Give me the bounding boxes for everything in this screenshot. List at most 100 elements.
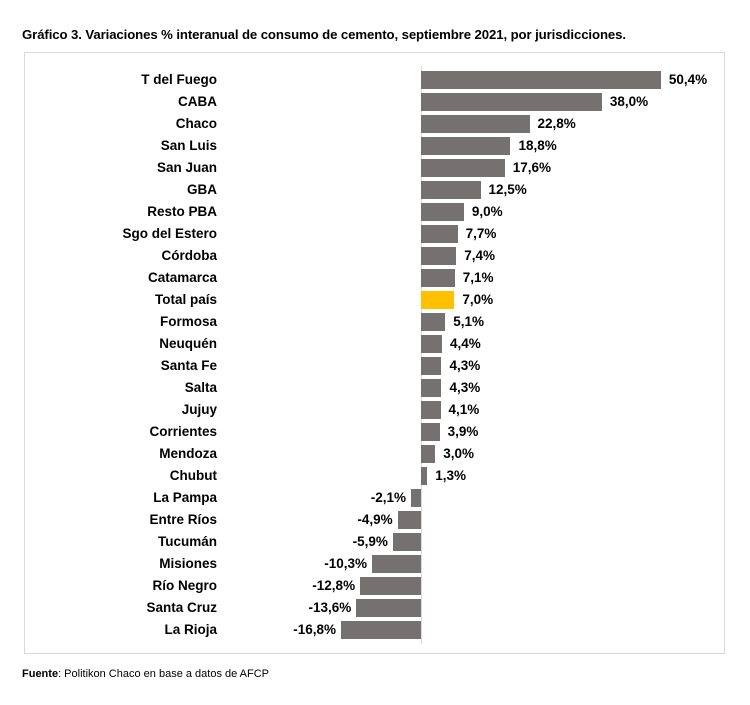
bar <box>341 621 421 639</box>
category-label: Resto PBA <box>147 204 217 219</box>
value-label: 18,8% <box>518 138 557 153</box>
category-label: Jujuy <box>181 402 217 417</box>
category-label: Entre Ríos <box>149 512 217 527</box>
bar-row: Catamarca 7,1% <box>0 268 750 291</box>
source-text: : Politikon Chaco en base a datos de AFC… <box>58 668 270 680</box>
bar-row: Córdoba 7,4% <box>0 246 750 269</box>
bar-row: Total país 7,0% <box>0 290 750 313</box>
bar-row: Resto PBA 9,0% <box>0 202 750 225</box>
bar-highlight <box>421 291 455 309</box>
bar-row: Misiones -10,3% <box>0 554 750 577</box>
source-label: Fuente <box>22 668 59 680</box>
value-label: 4,4% <box>449 336 481 351</box>
zero-axis-line <box>421 66 422 644</box>
bar-row: Formosa 5,1% <box>0 312 750 335</box>
category-label: Río Negro <box>152 578 217 593</box>
bar-row: GBA 12,5% <box>0 180 750 203</box>
category-label: San Luis <box>160 138 217 153</box>
bar-row: T del Fuego 50,4% <box>0 70 750 93</box>
value-label: -10,3% <box>324 556 367 571</box>
value-label: 7,1% <box>462 270 494 285</box>
category-label: La Pampa <box>153 490 217 505</box>
value-label: -12,8% <box>312 578 356 593</box>
bar <box>421 115 530 133</box>
category-label: T del Fuego <box>141 72 217 87</box>
bar <box>421 159 505 177</box>
bar <box>356 599 421 617</box>
bar <box>421 379 442 397</box>
category-label: Santa Fe <box>160 358 217 373</box>
bar <box>421 467 428 485</box>
category-label: La Rioja <box>164 622 217 637</box>
category-label: San Juan <box>156 160 217 175</box>
bar-row: Neuquén 4,4% <box>0 334 750 357</box>
category-label: Corrientes <box>149 424 217 439</box>
bar-row: Río Negro -12,8% <box>0 576 750 599</box>
bar-row: Santa Cruz -13,6% <box>0 598 750 621</box>
value-label: 3,0% <box>443 446 475 461</box>
bar-row: La Pampa -2,1% <box>0 488 750 511</box>
bar-row: Jujuy 4,1% <box>0 400 750 423</box>
value-label: -16,8% <box>293 622 337 637</box>
category-label: Formosa <box>159 314 217 329</box>
bar <box>421 269 455 287</box>
bar <box>421 335 442 353</box>
bar-row: Corrientes 3,9% <box>0 422 750 445</box>
value-label: -4,9% <box>357 512 393 527</box>
category-label: Chubut <box>169 468 217 483</box>
category-label: Córdoba <box>161 248 218 263</box>
bar-row: CABA 38,0% <box>0 92 750 115</box>
value-label: -2,1% <box>370 490 407 505</box>
value-label: 9,0% <box>471 204 503 219</box>
bar-row: San Luis 18,8% <box>0 136 750 159</box>
bar-row: La Rioja -16,8% <box>0 620 750 643</box>
value-label: 38,0% <box>609 94 649 109</box>
category-label: Sgo del Estero <box>122 226 217 241</box>
value-label: 22,8% <box>537 116 576 131</box>
value-label: 7,0% <box>462 292 494 307</box>
category-label: GBA <box>187 182 217 197</box>
value-label: 3,9% <box>447 424 479 439</box>
bar-row: Entre Ríos -4,9% <box>0 510 750 533</box>
value-label: 4,3% <box>449 358 481 373</box>
bar <box>421 401 441 419</box>
bar <box>421 313 446 331</box>
bar <box>421 357 442 375</box>
bar-row: Mendoza 3,0% <box>0 444 750 467</box>
bar-row: Chubut 1,3% <box>0 466 750 489</box>
category-label: CABA <box>178 94 217 109</box>
bar-row: San Juan 17,6% <box>0 158 750 181</box>
bar-row: Sgo del Estero 7,7% <box>0 224 750 247</box>
source-note: Fuente: Politikon Chaco en base a datos … <box>22 668 269 680</box>
bar <box>421 137 511 155</box>
chart-frame <box>24 52 725 654</box>
value-label: 4,3% <box>449 380 481 395</box>
category-label: Misiones <box>159 556 217 571</box>
category-label: Salta <box>184 380 217 395</box>
bar <box>421 247 457 265</box>
bar-row: Santa Fe 4,3% <box>0 356 750 379</box>
category-label: Chaco <box>175 116 217 131</box>
chart-title: Gráfico 3. Variaciones % interanual de c… <box>22 27 626 42</box>
bar-row: Chaco 22,8% <box>0 114 750 137</box>
bar <box>421 93 602 111</box>
value-label: -13,6% <box>308 600 352 615</box>
value-label: 7,7% <box>465 226 497 241</box>
category-label: Mendoza <box>159 446 217 461</box>
bar <box>421 445 436 463</box>
category-label: Catamarca <box>147 270 217 285</box>
bar <box>421 71 661 89</box>
category-label: Santa Cruz <box>146 600 217 615</box>
bar <box>392 533 421 551</box>
value-label: 4,1% <box>448 402 480 417</box>
bar <box>421 181 481 199</box>
bar-row: Salta 4,3% <box>0 378 750 401</box>
category-label: Total país <box>154 292 217 307</box>
bar <box>397 511 421 529</box>
bar <box>421 423 440 441</box>
value-label: 17,6% <box>512 160 552 175</box>
bar <box>360 577 421 595</box>
category-label: Tucumán <box>157 534 217 549</box>
value-label: 7,4% <box>464 248 495 263</box>
